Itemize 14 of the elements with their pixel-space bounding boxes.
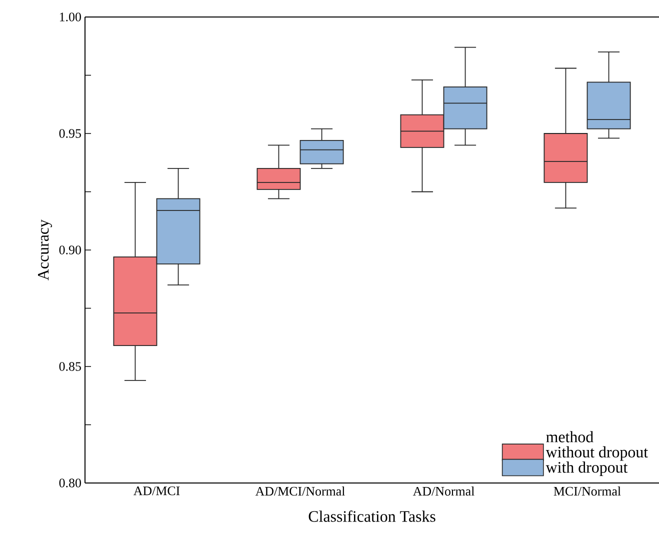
legend-label: without dropout — [546, 446, 648, 461]
legend-label: with dropout — [546, 462, 628, 476]
y-tick-label: 0.90 — [59, 246, 81, 254]
x-tick-label: AD/Normal — [412, 486, 474, 496]
y-tick-label: 0.80 — [59, 478, 81, 488]
x-tick-label: MCI/Normal — [554, 486, 621, 496]
x-axis-title: Classification Tasks — [308, 510, 436, 522]
x-tick-label: AD/MCI — [133, 486, 180, 496]
y-tick-label: 0.95 — [59, 129, 81, 138]
y-axis-title: Accuracy — [38, 220, 52, 280]
legend-title: method — [546, 431, 594, 442]
x-tick-label: AD/MCI/Normal — [255, 486, 345, 496]
y-tick-label: 0.85 — [59, 362, 81, 371]
y-tick-label: 1.00 — [60, 12, 81, 22]
